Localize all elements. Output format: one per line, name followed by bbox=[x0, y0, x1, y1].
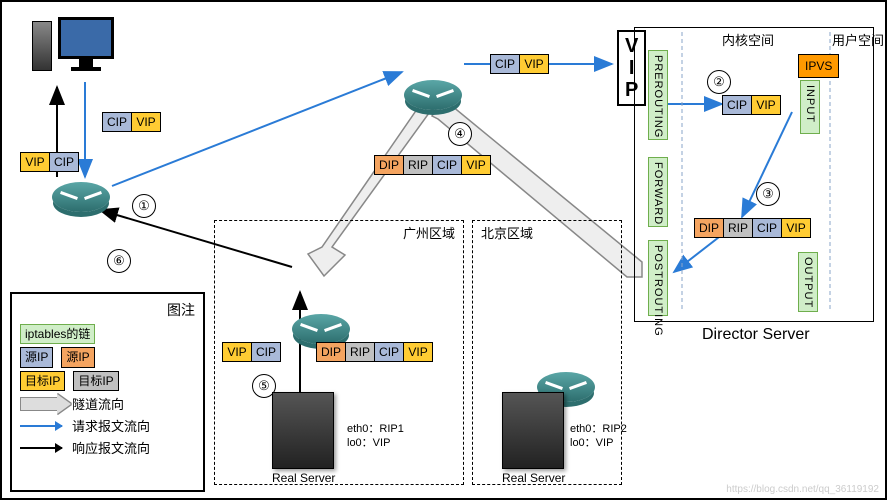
chain-postrouting: POSTROUTING bbox=[648, 240, 668, 316]
director-label: Director Server bbox=[702, 326, 810, 344]
chain-input: INPUT bbox=[800, 80, 820, 134]
packet-vip-cip-1: VIP CIP bbox=[20, 152, 79, 172]
chain-prerouting: PREROUTING bbox=[648, 50, 668, 140]
iface-gz: eth0：RIP1 lo0：VIP bbox=[347, 422, 404, 451]
step-1: ① bbox=[132, 194, 156, 218]
legend-iptables: iptables的链 bbox=[20, 324, 95, 344]
iface-bj: eth0：RIP2 lo0：VIP bbox=[570, 422, 627, 451]
user-space-label: 用户空间 bbox=[832, 30, 884, 49]
step-3: ③ bbox=[756, 182, 780, 206]
diagram-canvas: CIP VIP VIP CIP ① ⑥ CIP VIP ④ DIP RIP CI… bbox=[0, 0, 887, 500]
real-server-gz: Real Server bbox=[272, 392, 335, 485]
step-4: ④ bbox=[448, 122, 472, 146]
packet-tunnel-2: DIP RIP CIP VIP bbox=[316, 342, 433, 362]
region-label-bj: 北京区域 bbox=[481, 223, 533, 242]
legend-dst-grey: 目标IP bbox=[73, 371, 118, 391]
chain-forward: FORWARD bbox=[648, 157, 668, 227]
router-internet bbox=[404, 80, 462, 110]
router-edge bbox=[52, 182, 110, 212]
step-2: ② bbox=[707, 70, 731, 94]
legend-box: 图注 iptables的链 源IP 源IP 目标IP 目标IP 隧道流向 请求报… bbox=[10, 292, 205, 492]
region-label-gz: 广州区域 bbox=[403, 223, 455, 242]
packet-vip-cip-2: VIP CIP bbox=[222, 342, 281, 362]
legend-resp: 响应报文流向 bbox=[72, 438, 150, 457]
packet-cip-vip-1: CIP VIP bbox=[102, 112, 161, 132]
legend-src-orange: 源IP bbox=[61, 347, 94, 367]
ipvs-box: IPVS bbox=[798, 54, 839, 78]
legend-title: 图注 bbox=[20, 300, 195, 320]
packet-tunnel-1: DIP RIP CIP VIP bbox=[374, 155, 491, 175]
legend-src-blue: 源IP bbox=[20, 347, 53, 367]
legend-req: 请求报文流向 bbox=[72, 416, 150, 435]
legend-tunnel: 隧道流向 bbox=[72, 394, 124, 413]
legend-dst-yellow: 目标IP bbox=[20, 371, 65, 391]
packet-tunnel-inner: DIP RIP CIP VIP bbox=[694, 218, 811, 238]
step-6: ⑥ bbox=[107, 249, 131, 273]
packet-cip-vip-inner: CIP VIP bbox=[722, 95, 781, 115]
packet-cip-vip-2: CIP VIP bbox=[490, 54, 549, 74]
router-gz bbox=[292, 314, 350, 344]
chain-output: OUTPUT bbox=[798, 252, 818, 312]
real-server-bj: Real Server bbox=[502, 392, 565, 485]
kernel-space-label: 内核空间 bbox=[722, 30, 774, 49]
client-pc bbox=[32, 17, 114, 71]
watermark: https://blog.csdn.net/qq_36119192 bbox=[726, 484, 879, 495]
